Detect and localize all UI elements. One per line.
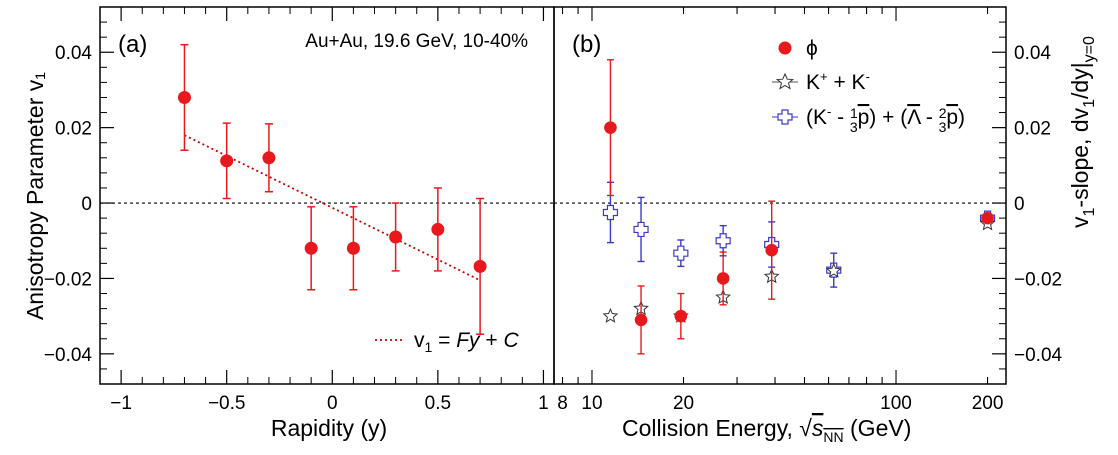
panel-b-ylabel-sub2: 1 <box>1081 99 1098 108</box>
a-data-point <box>304 241 318 255</box>
b-phi-point <box>716 272 730 285</box>
legend-combo-cross-icon <box>777 109 793 125</box>
legend-combo-third: 1 <box>850 105 858 121</box>
b-combo-point <box>602 204 619 221</box>
b-combo-point <box>633 221 649 238</box>
a-xtick-label: 0.5 <box>425 393 451 414</box>
legend-combo-part1: (K <box>806 106 827 129</box>
panel-b-label: (b) <box>572 31 601 58</box>
legend-combo-label: (K- - 1 3p) + (Λ - 2 3p) <box>806 104 965 135</box>
panel-b-ticks: 8 10 20 100 200 −0.04 −0.02 0 0.02 0.04 <box>557 7 1063 414</box>
fit-legend-label: v1 = Fy + C <box>414 329 520 355</box>
legend-kaon-plus-sup: + <box>820 69 828 84</box>
panel-a-info: Au+Au, 19.6 GeV, 10-40% <box>305 31 528 52</box>
a-data-point <box>262 151 276 165</box>
b-phi-point <box>634 313 648 327</box>
legend-phi-label: ϕ <box>806 37 818 60</box>
panel-a-xlabel: Rapidity (y) <box>271 415 387 441</box>
panel-b-ylabel-dy: /dy| <box>1067 62 1093 99</box>
panel-b-legend: ϕ K+ + K- (K- - 1 3p) + (Λ - 2 3p) <box>772 37 965 135</box>
legend-phi-marker <box>778 41 792 55</box>
fit-label-C: C <box>504 329 520 352</box>
legend-combo-twothirds: 2 <box>939 105 947 121</box>
fit-label-F: Fy <box>456 329 481 352</box>
panel-b-xlabel: Collision Energy, √sNN (GeV) <box>622 415 911 445</box>
a-ytick-label: −0.04 <box>44 345 93 366</box>
panel-a: −1 −0.5 0 0.5 1 −0.04 −0.02 0 0.02 0.04 (a) Au+Au… <box>22 6 555 441</box>
legend-kaon-star-icon <box>775 72 795 90</box>
legend-combo-pbar2: p <box>946 106 958 129</box>
a-data-point <box>177 90 191 104</box>
fit-label-eq: = <box>432 329 456 352</box>
a-data-point <box>346 241 360 255</box>
b-xtick-label: 100 <box>880 393 912 414</box>
a-ytick-label: 0.04 <box>55 43 92 64</box>
b-ytick-label: 0 <box>1014 194 1025 215</box>
a-data-point <box>220 154 234 168</box>
panel-b-frame <box>553 6 1007 385</box>
b-xtick-label: 20 <box>673 393 694 414</box>
legend-combo-pbar1: p <box>858 106 870 129</box>
a-ytick-label: 0.02 <box>55 119 92 140</box>
panel-a-ylabel: Anisotropy Parameter v₁ <box>22 72 48 320</box>
a-ytick-label: 0 <box>81 194 92 215</box>
fit-legend: v1 = Fy + C <box>375 329 520 355</box>
legend-combo-part5: ) <box>958 106 965 129</box>
a-data-point <box>431 222 445 236</box>
panel-b-ylabel-sub3: y=0 <box>1081 36 1098 62</box>
b-combo-point <box>715 233 731 249</box>
fit-label-sub: 1 <box>425 339 433 355</box>
fit-label-plus: + <box>480 329 504 352</box>
panel-b-xlabel-s: s <box>812 415 824 441</box>
a-xtick-label: 0 <box>327 393 338 414</box>
a-ytick-label: −0.02 <box>44 269 92 290</box>
legend-combo-part2: - <box>831 106 850 129</box>
a-data-point <box>389 230 403 244</box>
panel-b-ylabel-mid: -slope, dv <box>1067 107 1093 207</box>
b-phi-point <box>674 309 688 323</box>
panel-b-data-points <box>602 59 996 355</box>
b-xtick-label: 10 <box>581 393 602 414</box>
panel-b-ylabel-sub1: 1 <box>1081 208 1098 217</box>
fit-label-v: v <box>414 329 425 352</box>
panel-b-xlabel-unit: (GeV) <box>844 415 912 441</box>
legend-combo-part4: - <box>920 106 939 129</box>
b-combo-point <box>673 245 689 261</box>
legend-combo-part3: ) + ( <box>869 106 907 129</box>
legend-kaon-label: K+ + K- <box>806 69 870 94</box>
legend-combo-lambdabar: Λ <box>907 106 921 129</box>
b-xtick-label: 8 <box>557 393 568 414</box>
b-ytick-label: −0.02 <box>1014 269 1062 290</box>
b-kaon-point <box>602 307 619 323</box>
panel-a-data-points <box>177 43 487 335</box>
a-xtick-label: 1 <box>538 393 549 414</box>
b-ytick-label: 0.04 <box>1014 43 1051 64</box>
legend-combo-twothirds-den: 3 <box>939 119 947 135</box>
panel-b-ylabel-v: v <box>1067 216 1093 228</box>
b-phi-point <box>981 211 994 225</box>
legend-combo-third-den: 3 <box>850 119 858 135</box>
panel-a-frame <box>99 6 555 385</box>
a-xtick-label: −1 <box>110 393 132 414</box>
b-ytick-label: −0.04 <box>1014 345 1063 366</box>
a-data-point <box>473 259 487 273</box>
legend-kaon-mid: + K <box>828 71 866 94</box>
b-ytick-label: 0.02 <box>1014 119 1051 140</box>
panel-a-label: (a) <box>118 31 147 58</box>
panel-b-xlabel-sub: NN <box>823 429 843 445</box>
b-kaon-point <box>825 262 842 278</box>
panel-a-ticks: −1 −0.5 0 0.5 1 −0.04 −0.02 0 0.02 0.04 <box>44 7 549 414</box>
legend-kaon-k1: K <box>806 71 820 94</box>
legend-combo-minus-sup: - <box>827 104 831 119</box>
panel-b-xlabel-main: Collision Energy, √ <box>622 415 812 441</box>
legend-kaon-minus-sup: - <box>866 69 870 84</box>
b-phi-point <box>604 121 617 134</box>
b-phi-point <box>765 243 778 257</box>
panel-b-ylabel: v1-slope, dv1/dy|y=0 <box>1067 36 1098 228</box>
a-xtick-label: −0.5 <box>208 393 246 414</box>
b-xtick-label: 200 <box>972 393 1004 414</box>
